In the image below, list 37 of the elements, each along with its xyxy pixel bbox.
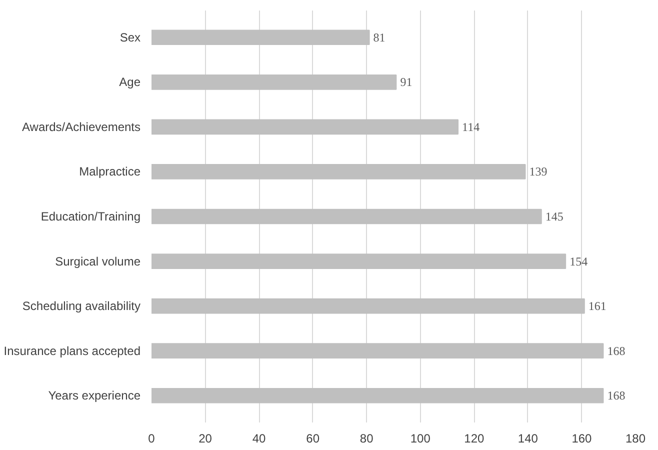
- x-tick-label: 0: [148, 432, 156, 446]
- y-tick-label: Surgical volume: [55, 254, 141, 268]
- bar: [152, 388, 604, 404]
- bar: [152, 298, 585, 314]
- x-tick-label: 120: [464, 432, 485, 446]
- y-tick-label: Years experience: [48, 388, 141, 403]
- y-tick-label: Awards/Achievements: [22, 120, 140, 134]
- data-label: 91: [400, 75, 412, 90]
- x-tick-label: 40: [252, 432, 266, 446]
- data-label: 139: [529, 164, 548, 179]
- y-tick-label: Scheduling availability: [22, 299, 141, 314]
- bar: [152, 208, 542, 224]
- x-tick-label: 80: [360, 432, 374, 446]
- data-label: 114: [462, 120, 480, 134]
- x-tick-label: 60: [306, 432, 320, 446]
- x-tick-label: 160: [572, 432, 592, 446]
- y-tick-label: Insurance plans accepted: [4, 344, 141, 358]
- bar: [152, 164, 526, 180]
- bar: [152, 254, 566, 269]
- x-tick-label: 180: [625, 432, 646, 446]
- data-label: 145: [545, 210, 564, 224]
- data-label: 81: [373, 30, 386, 44]
- x-tick-label: 20: [198, 432, 212, 446]
- data-label: 161: [588, 299, 606, 314]
- data-label: 168: [607, 388, 626, 403]
- y-tick-label: Education/Training: [40, 210, 141, 224]
- bar: [152, 119, 459, 135]
- y-tick-label: Malpractice: [79, 164, 141, 179]
- x-tick-label: 100: [410, 432, 431, 446]
- data-label: 154: [570, 254, 588, 268]
- bar: [152, 30, 370, 46]
- bar: [152, 74, 397, 90]
- y-tick-label: Sex: [120, 30, 141, 44]
- y-tick-label: Age: [119, 75, 141, 90]
- bar: [152, 343, 604, 359]
- x-tick-label: 140: [518, 432, 538, 446]
- data-label: 168: [607, 344, 626, 358]
